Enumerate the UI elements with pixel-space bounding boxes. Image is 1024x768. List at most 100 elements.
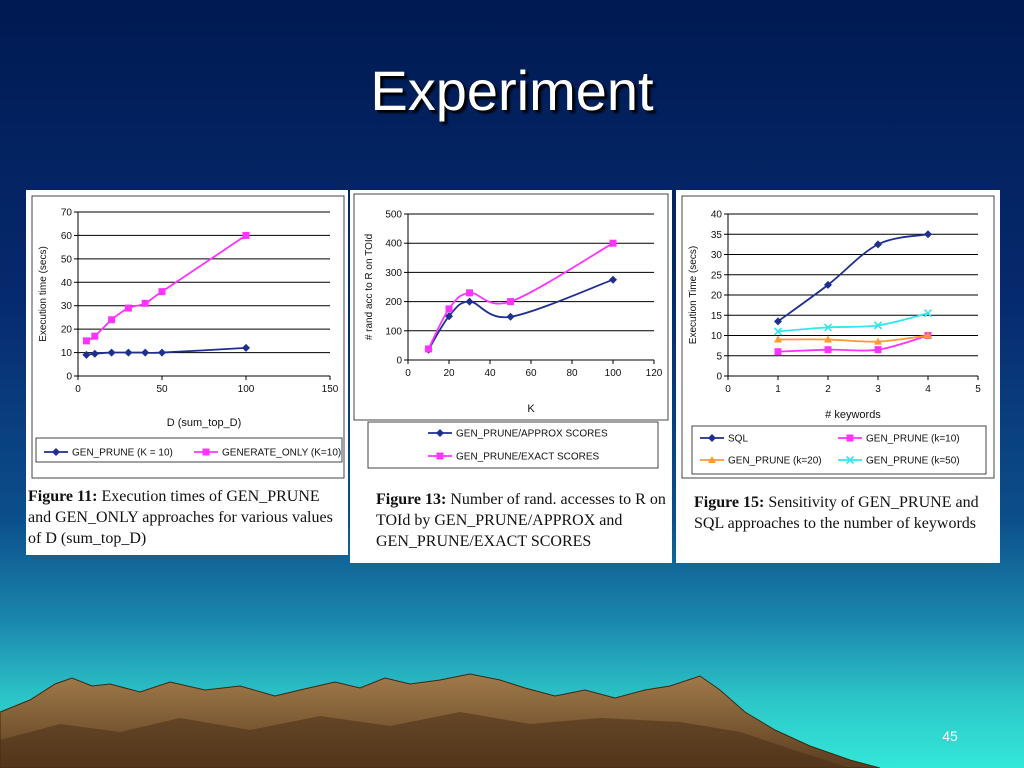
data-point-s2-5 (141, 299, 149, 307)
legend-label: GEN_PRUNE (K = 10) (72, 448, 173, 459)
data-point-s2-1 (82, 337, 90, 345)
chart-frame (353, 193, 669, 421)
x-tick-label: 3 (875, 384, 881, 395)
data-point-s1-4 (924, 230, 932, 239)
series-line-2 (777, 334, 929, 353)
y-tick-label: 500 (385, 210, 402, 221)
data-point-s3-3 (874, 337, 882, 345)
legend-swatch-marker-stroke-b (845, 455, 855, 465)
legend-swatch-marker (202, 448, 210, 456)
data-point-s2-3 (466, 289, 473, 297)
x-tick-label: 50 (156, 384, 168, 395)
data-point-s3-4 (924, 331, 932, 339)
series-line-1 (777, 233, 929, 323)
y-tick-label: 15 (711, 311, 723, 322)
y-axis-label: # rand acc to R on TOId (364, 234, 375, 340)
x-axis-label: K (527, 403, 535, 415)
y-tick-label: 20 (711, 291, 723, 302)
chart-frame (31, 195, 345, 479)
data-point-s4-2 (823, 323, 833, 332)
y-tick-label: 400 (385, 239, 402, 250)
x-axis-label: D (sum_top_D) (167, 417, 242, 429)
data-point-s1-1 (774, 317, 782, 326)
data-point-s1-3 (107, 348, 116, 357)
legend-swatch-marker (846, 434, 854, 442)
data-point-s2-7 (242, 231, 250, 239)
y-tick-label: 40 (711, 210, 723, 221)
series-line-3 (777, 334, 929, 343)
data-point-s1-3 (874, 240, 882, 249)
legend-box (367, 421, 659, 469)
data-point-s4-3-stroke-b (873, 321, 883, 330)
y-tick-label: 10 (61, 348, 73, 359)
x-tick-label: 0 (725, 384, 731, 395)
x-tick-label: 150 (322, 384, 339, 395)
page-number: 45 (942, 728, 958, 744)
legend-swatch-marker (708, 434, 716, 442)
y-tick-label: 30 (61, 301, 73, 312)
x-tick-label: 100 (605, 368, 622, 379)
data-point-s4-2-stroke-b (823, 323, 833, 332)
x-tick-label: 4 (925, 384, 931, 395)
data-point-s1-7 (242, 343, 250, 352)
y-tick-label: 200 (385, 297, 402, 308)
figure-15-panel: 0 5 10 15 20 25 30 35 40 0 1 2 3 4 5 # keywords Executio… (676, 190, 1000, 563)
data-point-s2-4 (507, 298, 514, 306)
figure-13-caption-label: Figure 13: (376, 491, 447, 508)
data-point-s2-5 (609, 239, 617, 247)
data-point-s2-1 (774, 348, 782, 356)
y-tick-label: 300 (385, 268, 402, 279)
figure-15-caption: Figure 15: Sensitivity of GEN_PRUNE and … (694, 492, 984, 534)
figure-11-caption: Figure 11: Execution times of GEN_PRUNE … (28, 486, 346, 549)
figure-13-caption: Figure 13: Number of rand. accesses to R… (376, 489, 668, 552)
figure-13-caption-text: Number of rand. accesses to R on TOId by… (376, 491, 666, 550)
y-tick-label: 60 (61, 231, 73, 242)
legend-swatch-marker (52, 448, 60, 456)
y-tick-label: 100 (385, 326, 402, 337)
data-point-s4-4-stroke-b (923, 309, 933, 318)
y-tick-label: 35 (711, 230, 723, 241)
slide-title: Experiment (370, 59, 654, 122)
legend-swatch-marker (436, 452, 444, 460)
y-tick-label: 30 (711, 250, 723, 261)
y-tick-label: 0 (396, 356, 402, 367)
data-point-s4-4 (923, 309, 933, 318)
x-tick-label: 100 (238, 384, 255, 395)
legend-swatch-marker (845, 455, 855, 465)
data-point-s1-2 (90, 349, 99, 358)
data-point-s2-3 (108, 316, 116, 324)
y-axis-label: Execution Time (secs) (688, 246, 699, 344)
data-point-s3-1 (774, 335, 782, 343)
x-axis-label: # keywords (825, 409, 881, 421)
data-point-s1-5 (609, 275, 617, 284)
figure-15-caption-text: Sensitivity of GEN_PRUNE and SQL approac… (694, 494, 979, 532)
legend-label: GEN_PRUNE/APPROX SCORES (456, 429, 608, 440)
legend-label: GEN_PRUNE (k=10) (866, 434, 960, 445)
y-tick-label: 70 (61, 208, 73, 219)
x-tick-label: 0 (405, 368, 411, 379)
data-point-s1-2 (824, 280, 832, 289)
data-point-s2-2 (824, 346, 832, 354)
data-point-s1-4 (124, 348, 133, 357)
data-point-s1-3 (465, 297, 474, 306)
figure-11-caption-label: Figure 11: (28, 488, 98, 505)
x-tick-label: 2 (825, 384, 831, 395)
x-tick-label: 0 (75, 384, 81, 395)
legend-label: GENERATE_ONLY (K=10) (222, 448, 341, 459)
y-tick-label: 20 (61, 325, 73, 336)
legend-label: GEN_PRUNE/EXACT SCORES (456, 452, 600, 463)
mountain-ridge-shading (0, 712, 850, 768)
data-point-s2-2 (445, 305, 453, 313)
y-tick-label: 25 (711, 270, 723, 281)
y-tick-label: 40 (61, 278, 73, 289)
legend-label: GEN_PRUNE (k=20) (728, 456, 822, 467)
x-tick-label: 120 (646, 368, 663, 379)
y-tick-label: 0 (716, 372, 722, 383)
data-point-s2-4 (124, 304, 132, 312)
legend-box (35, 437, 343, 463)
data-point-s2-1 (425, 345, 432, 353)
figure-11-caption-text: Execution times of GEN_PRUNE and GEN_ONL… (28, 488, 333, 547)
y-tick-label: 5 (716, 351, 722, 362)
y-tick-label: 50 (61, 254, 73, 265)
data-point-s2-2 (91, 332, 99, 340)
